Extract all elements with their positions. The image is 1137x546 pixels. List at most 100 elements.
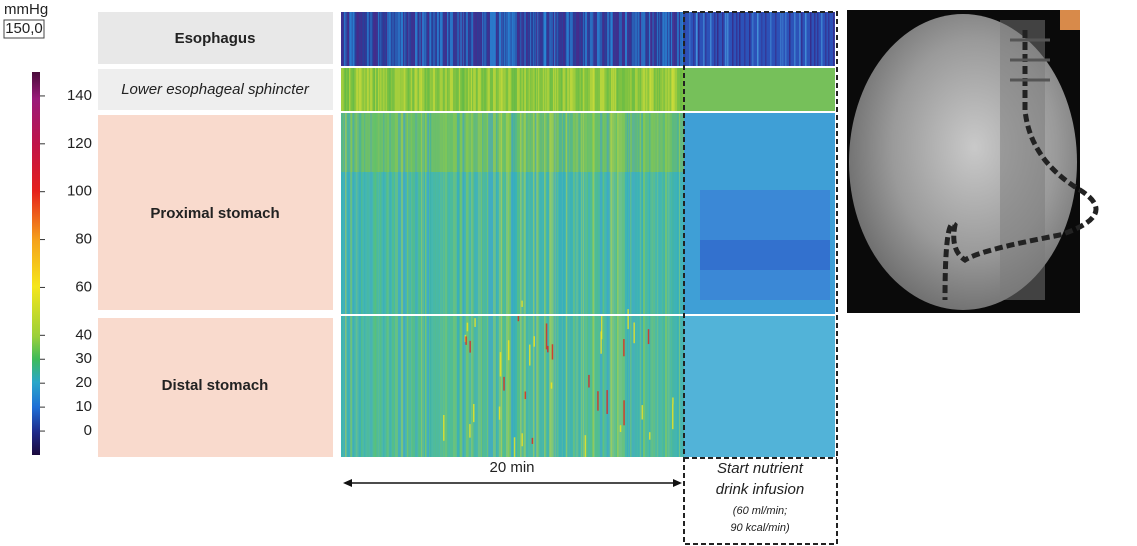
stripe	[727, 12, 729, 67]
colorbar-tick-label: 0	[84, 422, 92, 439]
stripe	[567, 112, 570, 457]
stripe	[663, 67, 665, 112]
stripe	[392, 112, 395, 457]
stripe	[671, 112, 674, 457]
stripe	[617, 67, 619, 112]
stripe	[538, 67, 540, 112]
stripe	[595, 67, 598, 112]
stripe	[364, 12, 366, 67]
stripe	[348, 112, 350, 457]
stripe	[422, 12, 425, 67]
stripe	[490, 12, 493, 67]
stripe	[468, 112, 470, 457]
stripe	[383, 67, 385, 112]
stripe	[370, 112, 373, 457]
stripe	[352, 12, 354, 67]
stripe	[765, 12, 767, 67]
stripe	[529, 112, 532, 457]
infusion-box	[683, 11, 838, 545]
stripe	[533, 67, 535, 112]
stripe	[476, 12, 478, 67]
stripe	[600, 112, 603, 457]
stripe	[457, 112, 460, 457]
stripe	[521, 300, 523, 307]
stripe	[496, 12, 498, 67]
stripe	[524, 67, 527, 112]
stripe	[440, 12, 443, 67]
stripe	[563, 67, 565, 112]
stripe	[387, 112, 390, 457]
stripe	[447, 67, 449, 112]
stripe	[460, 112, 463, 457]
stripe	[520, 12, 523, 67]
stripe	[520, 112, 523, 457]
stripe	[540, 67, 543, 112]
stripe	[378, 67, 380, 112]
stripe	[435, 67, 437, 112]
stripe	[682, 112, 684, 457]
stripe	[429, 67, 432, 112]
stripe	[627, 67, 629, 112]
stripe	[508, 112, 511, 457]
colorbar-unit: mmHg	[4, 1, 48, 18]
stripe	[544, 12, 546, 67]
stripe	[561, 112, 563, 457]
stripe	[517, 12, 520, 67]
stripe	[471, 67, 473, 112]
stripe	[654, 67, 656, 112]
stripe	[828, 12, 830, 67]
stripe	[672, 112, 675, 457]
stripe	[607, 67, 610, 112]
stripe	[648, 432, 651, 440]
stripe	[415, 12, 418, 67]
stripe	[490, 67, 493, 112]
stripe	[471, 12, 473, 67]
stripe	[364, 67, 366, 112]
stripe	[770, 12, 772, 67]
stripe	[415, 112, 418, 457]
stripe	[341, 12, 344, 67]
stripe	[466, 67, 469, 112]
stripe	[805, 12, 807, 67]
stripe	[463, 67, 465, 112]
stripe	[549, 67, 551, 112]
stripe	[512, 112, 515, 457]
stripe	[375, 67, 377, 112]
stripe	[514, 67, 517, 112]
stripe	[521, 12, 524, 67]
stripe	[547, 67, 550, 112]
stripe	[380, 112, 382, 457]
stripe	[445, 112, 448, 457]
stripe	[415, 67, 418, 112]
stripe	[561, 67, 563, 112]
stripe	[499, 352, 502, 377]
stripe	[352, 67, 354, 112]
stripe	[555, 67, 557, 112]
stripe	[677, 12, 679, 67]
stripe	[422, 67, 425, 112]
stripe	[508, 12, 511, 67]
stripe	[447, 112, 449, 457]
stripe	[632, 112, 635, 457]
stripe	[533, 112, 535, 457]
stripe	[603, 112, 605, 457]
stripe	[344, 67, 347, 112]
stripe	[553, 112, 556, 457]
stripe	[478, 67, 481, 112]
stripe	[478, 112, 481, 457]
stripe	[367, 67, 369, 112]
colorbar-tick-label: 10	[75, 398, 92, 415]
stripe	[433, 12, 436, 67]
stripe	[625, 112, 628, 457]
stripe	[657, 112, 659, 457]
stripe	[457, 67, 460, 112]
stripe	[473, 112, 476, 457]
stripe	[554, 67, 557, 112]
stripe	[450, 67, 453, 112]
stripe	[380, 12, 382, 67]
stripe	[386, 112, 388, 457]
stripe	[588, 374, 590, 388]
stripe	[757, 12, 759, 67]
stripe	[367, 112, 369, 457]
